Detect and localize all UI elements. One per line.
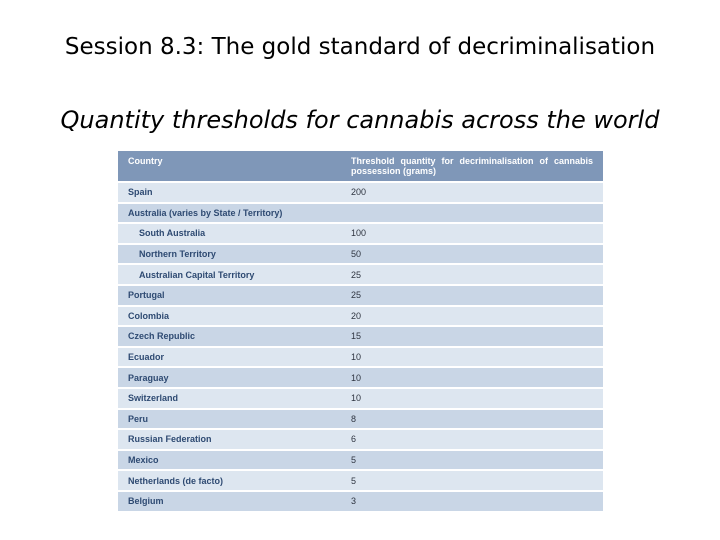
country-cell: Mexico bbox=[118, 448, 341, 471]
threshold-cell bbox=[341, 201, 603, 224]
threshold-cell: 10 bbox=[341, 386, 603, 409]
country-cell: Spain bbox=[118, 181, 341, 203]
threshold-cell: 100 bbox=[341, 222, 603, 244]
threshold-cell: 15 bbox=[341, 325, 603, 347]
country-cell: Russian Federation bbox=[118, 428, 341, 450]
table-row: South Australia 100 bbox=[118, 222, 603, 244]
table-row: Paraguay 10 bbox=[118, 366, 603, 388]
threshold-cell: 25 bbox=[341, 263, 603, 285]
slide-subtitle: Quantity thresholds for cannabis across … bbox=[60, 106, 660, 134]
threshold-cell: 10 bbox=[341, 345, 603, 368]
column-header-threshold: Threshold quantity for decriminalisation… bbox=[341, 151, 603, 182]
table-row: Belgium 3 bbox=[118, 489, 603, 511]
slide-title: Session 8.3: The gold standard of decrim… bbox=[64, 34, 656, 60]
threshold-cell: 5 bbox=[341, 448, 603, 471]
country-cell: Colombia bbox=[118, 304, 341, 327]
table-row: Czech Republic 15 bbox=[118, 325, 603, 347]
table-body: Spain 200 Australia (varies by State / Ter… bbox=[118, 181, 603, 511]
table-row: Ecuador 10 bbox=[118, 345, 603, 368]
table-row: Colombia 20 bbox=[118, 304, 603, 327]
country-cell: Australian Capital Territory bbox=[118, 263, 341, 285]
table-row: Peru 8 bbox=[118, 407, 603, 430]
table-row: Portugal 25 bbox=[118, 283, 603, 306]
country-cell: Peru bbox=[118, 407, 341, 430]
table-row: Australian Capital Territory 25 bbox=[118, 263, 603, 285]
threshold-cell: 50 bbox=[341, 242, 603, 265]
country-cell: Paraguay bbox=[118, 366, 341, 388]
threshold-cell: 8 bbox=[341, 407, 603, 430]
threshold-cell: 3 bbox=[341, 489, 603, 511]
threshold-cell: 20 bbox=[341, 304, 603, 327]
threshold-cell: 6 bbox=[341, 428, 603, 450]
country-cell: Australia (varies by State / Territory) bbox=[118, 201, 341, 224]
threshold-cell: 200 bbox=[341, 181, 603, 203]
country-cell: South Australia bbox=[118, 222, 341, 244]
country-cell: Ecuador bbox=[118, 345, 341, 368]
table-row: Northern Territory 50 bbox=[118, 242, 603, 265]
country-cell: Netherlands (de facto) bbox=[118, 469, 341, 491]
table-row: Switzerland 10 bbox=[118, 386, 603, 409]
threshold-cell: 5 bbox=[341, 469, 603, 491]
country-cell: Czech Republic bbox=[118, 325, 341, 347]
country-cell: Belgium bbox=[118, 489, 341, 511]
country-cell: Portugal bbox=[118, 283, 341, 306]
column-header-country: Country bbox=[118, 151, 341, 182]
threshold-cell: 25 bbox=[341, 283, 603, 306]
table-row: Spain 200 bbox=[118, 181, 603, 203]
table-row: Mexico 5 bbox=[118, 448, 603, 471]
table-row: Australia (varies by State / Territory) bbox=[118, 201, 603, 224]
table-row: Netherlands (de facto) 5 bbox=[118, 469, 603, 491]
table-row: Russian Federation 6 bbox=[118, 428, 603, 450]
country-cell: Northern Territory bbox=[118, 242, 341, 265]
country-cell: Switzerland bbox=[118, 386, 341, 409]
threshold-table: Country Threshold quantity for decrimina… bbox=[118, 151, 603, 511]
threshold-cell: 10 bbox=[341, 366, 603, 388]
table-header-row: Country Threshold quantity for decrimina… bbox=[118, 151, 603, 182]
